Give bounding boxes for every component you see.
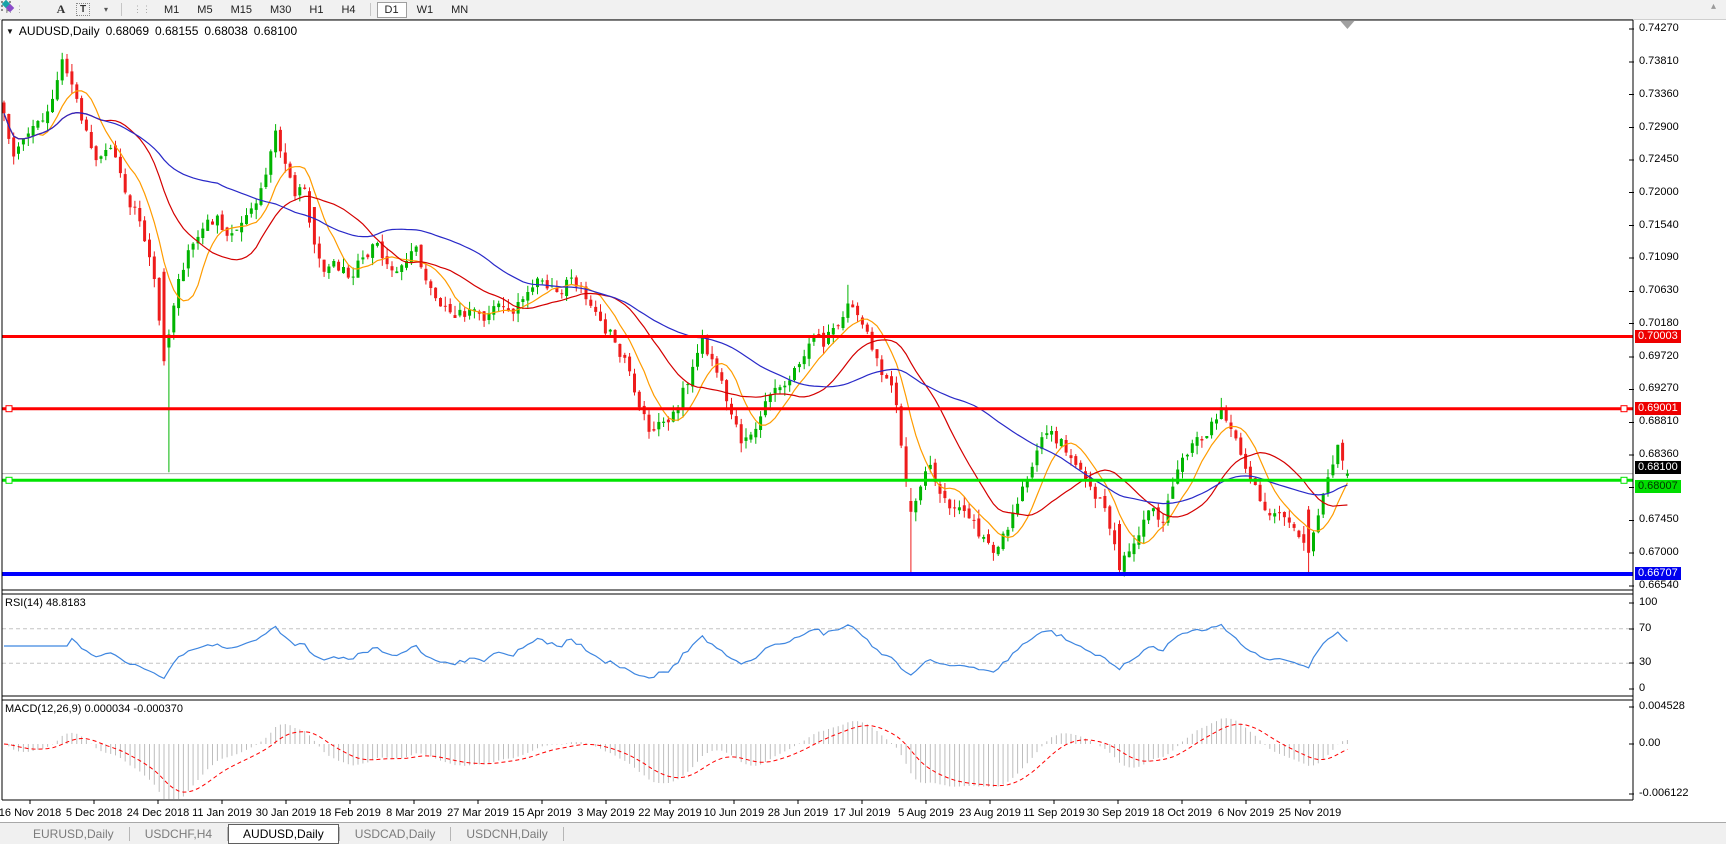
price-tag: 0.69001 xyxy=(1635,402,1681,415)
price-axis-tick-label: 0.68810 xyxy=(1639,415,1679,427)
shapes-dropdown-icon[interactable]: ▾ xyxy=(1,0,114,18)
price-axis-tick-label: 0.67000 xyxy=(1639,546,1679,558)
price-tag: 0.66707 xyxy=(1635,567,1681,580)
bar-high-value: 0.68155 xyxy=(155,24,199,38)
toolbar-separator xyxy=(121,3,122,16)
date-axis-label: 28 Jun 2019 xyxy=(767,807,829,819)
price-axis-tick-label: 0.73360 xyxy=(1639,88,1679,100)
tab-separator xyxy=(338,826,340,841)
symbol-tab-usdcad[interactable]: USDCAD,Daily xyxy=(354,826,436,841)
macd-indicator-label: MACD(12,26,9) 0.000034 -0.000370 xyxy=(5,703,183,715)
symbol-menu-triangle-icon[interactable]: ▼ xyxy=(6,27,14,36)
timeframe-button-M15[interactable]: M15 xyxy=(230,3,252,16)
date-axis-label: 15 Apr 2019 xyxy=(512,807,572,819)
date-axis-label: 18 Feb 2019 xyxy=(319,807,381,819)
date-axis-label: 5 Aug 2019 xyxy=(898,807,954,819)
timeframe-button-M5[interactable]: M5 xyxy=(197,3,213,16)
date-axis-label: 23 Aug 2019 xyxy=(959,807,1021,819)
price-axis-tick-label: 0.66540 xyxy=(1639,579,1679,591)
date-axis-label: 25 Nov 2019 xyxy=(1278,807,1342,819)
tab-separator xyxy=(450,826,452,841)
rsi-axis-tick-label: 70 xyxy=(1639,622,1652,634)
price-axis-tick-label: 0.72900 xyxy=(1639,121,1679,133)
price-axis-tick-label: 0.73810 xyxy=(1639,55,1679,67)
date-axis-label: 30 Sep 2019 xyxy=(1086,807,1150,819)
price-tag: 0.68100 xyxy=(1635,461,1681,474)
tab-separator xyxy=(227,826,229,841)
date-axis-label: 6 Nov 2019 xyxy=(1217,807,1275,819)
price-axis-tick-label: 0.70630 xyxy=(1639,284,1679,296)
macd-axis-tick-label: 0.00 xyxy=(1639,737,1661,749)
toolbar-grip-handle[interactable]: ⋮⋮ xyxy=(6,4,24,14)
text-box-icon[interactable]: T xyxy=(74,2,92,18)
symbol-tab-bar: EURUSD,Daily USDCHF,H4 AUDUSD,Daily USDCAD,… xyxy=(0,822,1726,844)
chart-title: ▼ AUDUSD,Daily 0.68069 0.68155 0.68038 0.6810… xyxy=(6,24,303,38)
date-axis-label: 17 Jul 2019 xyxy=(833,807,891,819)
symbol-tab-audusd[interactable]: AUDUSD,Daily xyxy=(228,823,339,844)
toolbar-grip-handle[interactable]: ⋮⋮ xyxy=(133,4,151,14)
toolbar-separator xyxy=(369,3,371,16)
date-axis-label: 10 Jun 2019 xyxy=(703,807,765,819)
macd-axis-tick-label: -0.006122 xyxy=(1639,787,1689,799)
date-axis-label: 27 Mar 2019 xyxy=(447,807,509,819)
price-tag: 0.68007 xyxy=(1635,480,1681,493)
rsi-axis-tick-label: 0 xyxy=(1639,682,1646,694)
symbol-tab-usdchf[interactable]: USDCHF,H4 xyxy=(144,826,213,841)
date-axis-label: 18 Oct 2019 xyxy=(1152,807,1212,819)
date-axis-label: 30 Jan 2019 xyxy=(255,807,317,819)
date-axis-label: 11 Jan 2019 xyxy=(192,807,252,819)
price-axis-tick-label: 0.70180 xyxy=(1639,317,1679,329)
timeframe-button-D1[interactable]: D1 xyxy=(376,1,407,18)
timeframe-button-H1[interactable]: H1 xyxy=(309,3,324,16)
tab-separator xyxy=(562,826,564,841)
bar-close-value: 0.68100 xyxy=(253,24,298,38)
tab-separator xyxy=(128,826,130,841)
price-axis-tick-label: 0.72450 xyxy=(1639,153,1679,165)
symbol-tab-usdcnh[interactable]: USDCNH,Daily xyxy=(466,826,548,841)
date-axis-label: 11 Sep 2019 xyxy=(1023,807,1085,819)
date-axis-label: 8 Mar 2019 xyxy=(386,807,442,819)
timeframe-button-MN[interactable]: MN xyxy=(451,3,469,16)
price-axis-tick-label: 0.69270 xyxy=(1639,382,1679,394)
price-axis-tick-label: 0.68360 xyxy=(1639,448,1679,460)
bar-open-value: 0.68069 xyxy=(105,24,149,38)
timeframe-toolbar: M1 M5 M15 M30 H1 H4 D1 W1 MN xyxy=(155,1,477,18)
price-axis-tick-label: 0.74270 xyxy=(1639,22,1679,34)
price-axis-tick-label: 0.72000 xyxy=(1639,186,1679,198)
rsi-axis-tick-label: 30 xyxy=(1639,656,1652,668)
price-tag: 0.70003 xyxy=(1635,330,1681,343)
date-axis-label: 16 Nov 2018 xyxy=(0,807,62,819)
chart-toolbar: ⋮⋮ F A T ▾ ⋮⋮ M1 M5 M15 M30 H1 H4 D1 W1 MN ▴ xyxy=(0,0,1726,20)
date-axis-label: 3 May 2019 xyxy=(577,807,635,819)
date-axis-label: 5 Dec 2018 xyxy=(65,807,123,819)
svg-text:F: F xyxy=(6,8,10,14)
toolbar-overflow-chevron-icon[interactable]: ▴ xyxy=(1710,1,1716,12)
timeframe-button-W1[interactable]: W1 xyxy=(416,3,434,16)
date-axis-label: 24 Dec 2018 xyxy=(126,807,190,819)
chart-symbol-label: AUDUSD,Daily xyxy=(18,24,100,38)
timeframe-button-M1[interactable]: M1 xyxy=(164,3,180,16)
date-axis-label: 22 May 2019 xyxy=(638,807,702,819)
symbol-tab-eurusd[interactable]: EURUSD,Daily xyxy=(33,826,114,841)
price-axis-tick-label: 0.71090 xyxy=(1639,251,1679,263)
bar-low-value: 0.68038 xyxy=(204,24,248,38)
rsi-axis-tick-label: 100 xyxy=(1639,596,1658,608)
dropdown-caret-icon: ▾ xyxy=(103,5,108,14)
macd-axis-tick-label: 0.004528 xyxy=(1639,700,1685,712)
price-axis-tick-label: 0.71540 xyxy=(1639,219,1679,231)
text-label-icon[interactable]: A xyxy=(56,2,66,16)
timeframe-button-M30[interactable]: M30 xyxy=(269,3,292,16)
price-axis-tick-label: 0.67450 xyxy=(1639,513,1679,525)
price-axis-tick-label: 0.69720 xyxy=(1639,350,1679,362)
rsi-indicator-label: RSI(14) 48.8183 xyxy=(5,597,86,609)
timeframe-button-H4[interactable]: H4 xyxy=(341,3,356,16)
